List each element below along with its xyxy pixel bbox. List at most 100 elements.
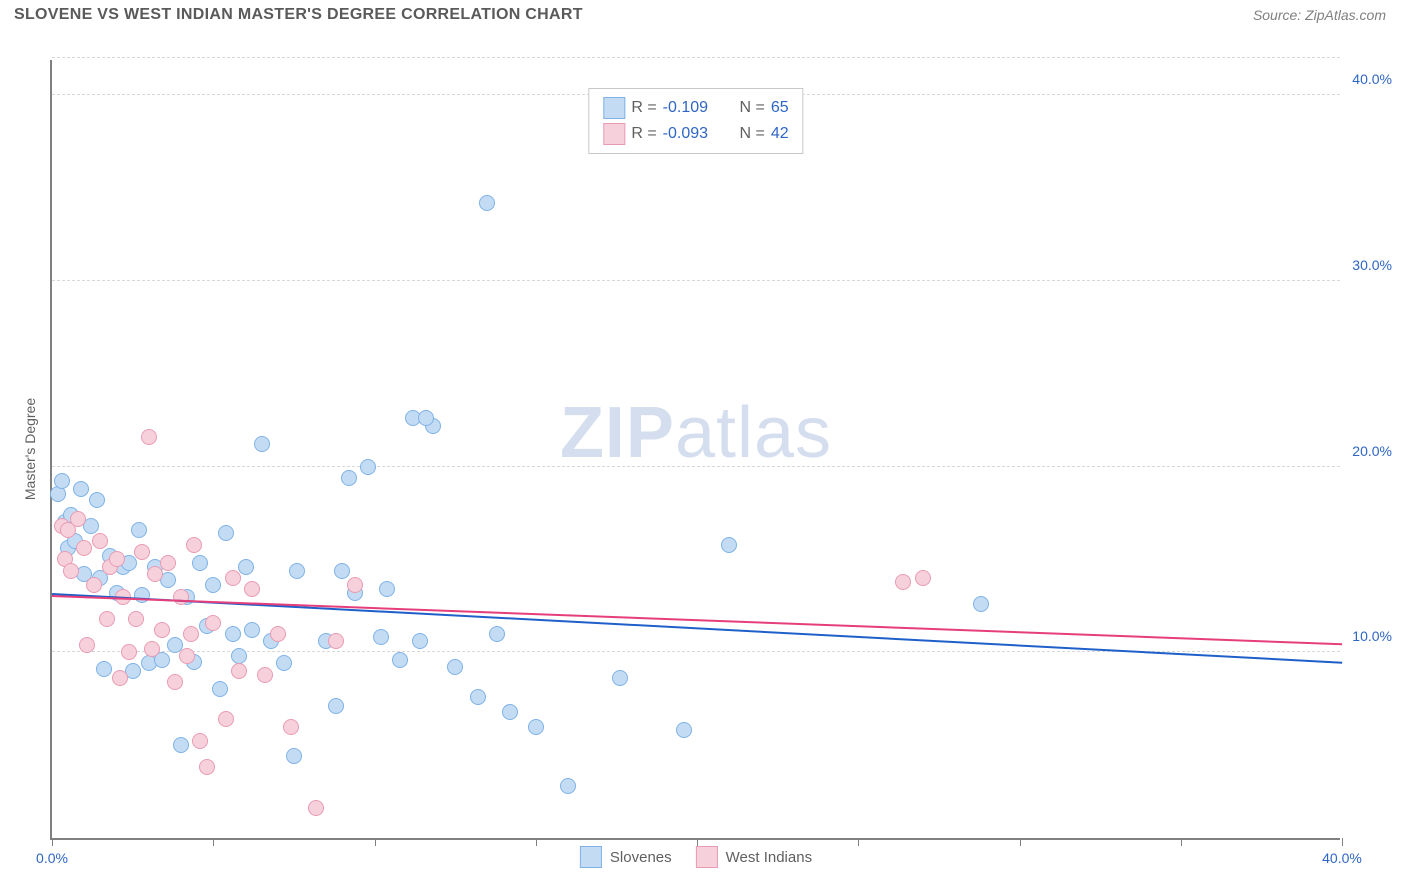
scatter-point-slovenes (276, 655, 292, 671)
scatter-point-slovenes (612, 670, 628, 686)
x-tick (1342, 838, 1343, 846)
x-tick (1181, 838, 1182, 846)
scatter-point-west_indians (192, 733, 208, 749)
scatter-point-slovenes (96, 661, 112, 677)
x-tick (1020, 838, 1021, 846)
scatter-point-slovenes (447, 659, 463, 675)
x-tick (375, 838, 376, 846)
scatter-point-slovenes (392, 652, 408, 668)
gridline (52, 57, 1340, 58)
scatter-point-slovenes (560, 778, 576, 794)
scatter-point-slovenes (334, 563, 350, 579)
scatter-point-slovenes (479, 195, 495, 211)
x-tick-label: 0.0% (36, 850, 68, 866)
trend-line-west_indians (52, 595, 1342, 645)
scatter-point-slovenes (489, 626, 505, 642)
scatter-point-west_indians (144, 641, 160, 657)
scatter-point-west_indians (186, 537, 202, 553)
scatter-point-west_indians (147, 566, 163, 582)
scatter-point-west_indians (895, 574, 911, 590)
scatter-point-slovenes (212, 681, 228, 697)
legend-label: West Indians (726, 849, 812, 866)
x-tick (858, 838, 859, 846)
x-tick (697, 838, 698, 846)
scatter-point-west_indians (179, 648, 195, 664)
scatter-point-west_indians (99, 611, 115, 627)
scatter-point-slovenes (373, 629, 389, 645)
legend-stats: R = -0.109 N = 65R = -0.093 N = 42 (588, 88, 803, 154)
y-axis-title: Master's Degree (22, 398, 38, 500)
scatter-point-west_indians (112, 670, 128, 686)
scatter-point-slovenes (676, 722, 692, 738)
scatter-point-slovenes (289, 563, 305, 579)
scatter-point-slovenes (528, 719, 544, 735)
scatter-point-slovenes (218, 525, 234, 541)
scatter-point-west_indians (121, 644, 137, 660)
scatter-point-slovenes (54, 473, 70, 489)
scatter-point-west_indians (109, 551, 125, 567)
scatter-point-west_indians (160, 555, 176, 571)
gridline (52, 280, 1340, 281)
scatter-point-west_indians (128, 611, 144, 627)
scatter-point-west_indians (167, 674, 183, 690)
legend-swatch (603, 97, 625, 119)
y-tick-label: 30.0% (1352, 257, 1392, 273)
legend-swatch (603, 123, 625, 145)
scatter-point-west_indians (915, 570, 931, 586)
legend-series: Slovenes West Indians (580, 846, 812, 868)
legend-stats-row: R = -0.109 N = 65 (603, 95, 788, 121)
scatter-point-slovenes (286, 748, 302, 764)
scatter-point-slovenes (131, 522, 147, 538)
scatter-point-slovenes (341, 470, 357, 486)
scatter-point-west_indians (218, 711, 234, 727)
scatter-point-slovenes (254, 436, 270, 452)
scatter-point-slovenes (244, 622, 260, 638)
watermark: ZIPatlas (560, 392, 832, 474)
scatter-point-west_indians (86, 577, 102, 593)
scatter-point-slovenes (328, 698, 344, 714)
x-tick-label: 40.0% (1322, 850, 1362, 866)
scatter-point-west_indians (257, 667, 273, 683)
scatter-point-west_indians (244, 581, 260, 597)
scatter-point-west_indians (347, 577, 363, 593)
scatter-point-west_indians (92, 533, 108, 549)
scatter-point-west_indians (328, 633, 344, 649)
legend-stats-row: R = -0.093 N = 42 (603, 121, 788, 147)
y-tick-label: 40.0% (1352, 71, 1392, 87)
scatter-point-west_indians (183, 626, 199, 642)
scatter-point-west_indians (134, 544, 150, 560)
chart-title: SLOVENE VS WEST INDIAN MASTER'S DEGREE C… (14, 6, 583, 24)
scatter-point-slovenes (173, 737, 189, 753)
scatter-point-slovenes (205, 577, 221, 593)
scatter-point-slovenes (89, 492, 105, 508)
scatter-point-slovenes (360, 459, 376, 475)
scatter-point-slovenes (225, 626, 241, 642)
scatter-point-slovenes (238, 559, 254, 575)
y-tick-label: 10.0% (1352, 628, 1392, 644)
chart-container: Master's Degree ZIPatlas 10.0% 20.0% 30.0%… (14, 36, 1392, 846)
scatter-point-west_indians (70, 511, 86, 527)
scatter-point-west_indians (199, 759, 215, 775)
x-tick (213, 838, 214, 846)
legend-label: Slovenes (610, 849, 672, 866)
plot-area: Master's Degree ZIPatlas 10.0%20.0%30.0%… (50, 60, 1340, 840)
legend-swatch (580, 846, 602, 868)
gridline (52, 466, 1340, 467)
y-tick-label: 20.0% (1352, 443, 1392, 459)
scatter-point-west_indians (283, 719, 299, 735)
source-label: Source: ZipAtlas.com (1253, 7, 1386, 23)
scatter-point-west_indians (225, 570, 241, 586)
legend-swatch (696, 846, 718, 868)
scatter-point-slovenes (73, 481, 89, 497)
scatter-point-west_indians (63, 563, 79, 579)
scatter-point-west_indians (270, 626, 286, 642)
scatter-point-slovenes (470, 689, 486, 705)
scatter-point-west_indians (308, 800, 324, 816)
scatter-point-west_indians (141, 429, 157, 445)
scatter-point-slovenes (502, 704, 518, 720)
scatter-point-slovenes (231, 648, 247, 664)
scatter-point-west_indians (154, 622, 170, 638)
scatter-point-slovenes (192, 555, 208, 571)
scatter-point-west_indians (79, 637, 95, 653)
scatter-point-west_indians (76, 540, 92, 556)
